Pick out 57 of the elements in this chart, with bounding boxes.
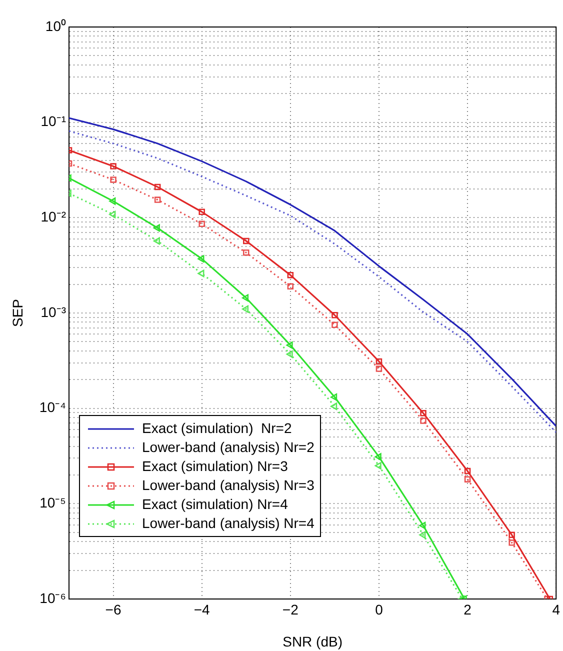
- point: [376, 358, 382, 365]
- point: [198, 220, 205, 228]
- point: [330, 393, 338, 401]
- y-axis-title: SEP: [9, 298, 26, 328]
- point: [420, 410, 426, 416]
- point: [109, 197, 116, 205]
- y-tick-label: 10⁻²: [40, 208, 66, 225]
- x-tick-label: 0: [375, 601, 384, 618]
- y-tick-label: 10⁰: [45, 18, 66, 34]
- point: [110, 176, 116, 183]
- point: [374, 453, 382, 461]
- x-tick-label: 2: [464, 601, 472, 618]
- x-tick-label: 4: [552, 601, 560, 618]
- point: [154, 196, 161, 203]
- point: [464, 468, 471, 474]
- x-axis-title: SNR (dB): [282, 633, 343, 650]
- point: [330, 402, 338, 410]
- point: [419, 531, 426, 539]
- point: [420, 418, 426, 424]
- point: [286, 341, 293, 349]
- point: [242, 305, 249, 313]
- point: [332, 322, 338, 328]
- point: [153, 237, 160, 245]
- point: [508, 532, 515, 538]
- legend-label: Lower-band (analysis) Nr=4: [141, 514, 314, 533]
- y-tick-label: 10⁻¹: [40, 113, 66, 130]
- point: [374, 462, 382, 470]
- y-tick-label: 10⁻⁶: [40, 590, 66, 606]
- point: [419, 522, 426, 530]
- point: [198, 270, 204, 278]
- legend-label: Exact (simulation) Nr=4: [141, 495, 289, 514]
- legend-label: Exact (simulation) Nr=2: [141, 419, 293, 438]
- legend-label: Lower-band (analysis) Nr=2: [141, 438, 314, 457]
- point: [287, 272, 294, 278]
- point: [153, 224, 160, 232]
- point: [110, 163, 116, 170]
- y-tick-label: 10⁻³: [40, 304, 66, 320]
- point: [243, 249, 250, 256]
- point: [464, 476, 471, 482]
- point: [109, 210, 116, 218]
- point: [198, 255, 204, 263]
- point: [242, 294, 249, 302]
- legend-label: Exact (simulation) Nr=3: [141, 457, 289, 476]
- legend-label: Lower-band (analysis) Nr=3: [141, 476, 314, 495]
- y-tick-label: 10⁻⁴: [39, 399, 66, 416]
- point: [154, 184, 161, 190]
- y-tick-label: 10⁻⁵: [40, 494, 66, 511]
- point: [286, 350, 293, 358]
- point: [332, 312, 338, 318]
- point: [376, 366, 382, 372]
- point: [243, 238, 250, 244]
- point: [287, 283, 294, 290]
- point: [198, 208, 205, 216]
- x-tick-label: −6: [105, 601, 122, 618]
- x-tick-label: −4: [194, 601, 210, 618]
- point: [508, 540, 515, 546]
- x-tick-label: −2: [282, 601, 299, 618]
